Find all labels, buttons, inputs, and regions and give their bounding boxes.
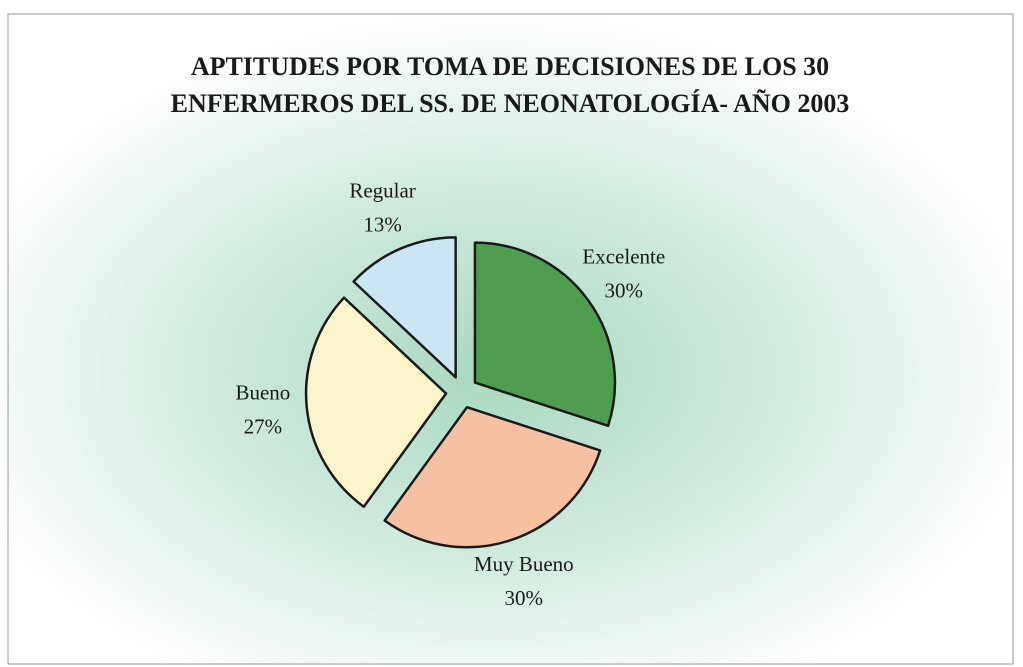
pie-slice [473, 241, 617, 428]
slice-value-label: 30% [505, 586, 544, 610]
slice-value-label: 30% [605, 278, 644, 302]
pie-slice [383, 405, 602, 549]
slice-label: Excelente [582, 244, 665, 268]
slice-label: Muy Bueno [474, 552, 574, 576]
slice-value-label: 27% [244, 415, 283, 439]
slice-value-label: 13% [363, 212, 402, 236]
chart-title: APTITUDES POR TOMA DE DECISIONES DE LOS … [170, 52, 850, 118]
pie-slice [352, 236, 457, 379]
pie-slice [304, 296, 448, 509]
slice-label: Bueno [235, 381, 290, 405]
slice-label: Regular [349, 178, 415, 202]
